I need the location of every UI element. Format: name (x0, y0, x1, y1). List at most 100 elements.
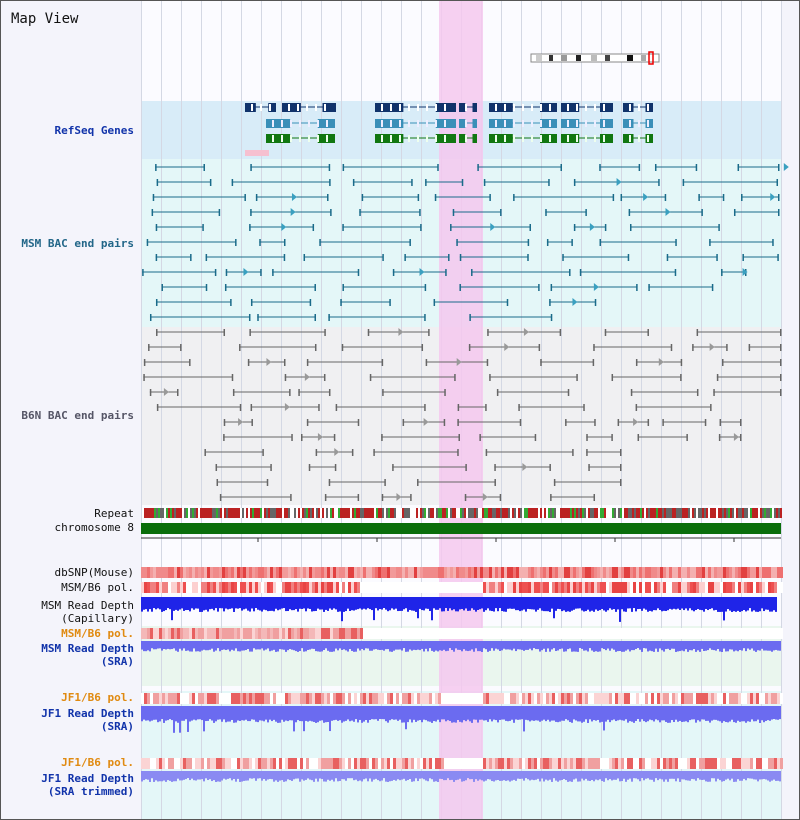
polymorphism-bin (306, 582, 309, 593)
b6n-bac-band (141, 327, 781, 505)
repeat-block (504, 508, 506, 518)
read-depth-bar (233, 641, 235, 651)
polymorphism-bin (702, 758, 705, 769)
read-depth-bar (271, 597, 273, 611)
polymorphism-bin (270, 693, 273, 704)
polymorphism-bin (567, 567, 570, 578)
read-depth-bar (209, 771, 211, 780)
read-depth-bar (711, 771, 713, 779)
polymorphism-bin (750, 758, 753, 769)
repeat-block (594, 508, 596, 518)
polymorphism-bin (381, 582, 384, 593)
msm-depth-sra-line1: MSM Read Depth (41, 642, 134, 655)
polymorphism-bin (762, 628, 765, 639)
repeat-block (422, 508, 424, 518)
repeat-block (512, 508, 514, 518)
read-depth-bar (307, 641, 309, 650)
read-depth-bar (541, 771, 543, 779)
polymorphism-bin (300, 693, 303, 704)
read-depth-bar (257, 771, 259, 779)
bac-end-tick (428, 329, 430, 336)
polymorphism-bin (606, 693, 609, 704)
read-depth-bar (739, 641, 741, 651)
read-depth-bar (197, 771, 199, 780)
bac-end-tick (373, 449, 375, 456)
polymorphism-bin (696, 693, 699, 704)
polymorphism-bin (618, 628, 621, 639)
read-depth-bar (691, 706, 693, 720)
polymorphism-bin (366, 693, 369, 704)
read-depth-bar (587, 641, 589, 652)
read-depth-bar (417, 597, 419, 619)
read-depth-bar (537, 641, 539, 650)
polymorphism-bin (357, 567, 360, 578)
polymorphism-bin (216, 582, 219, 593)
read-depth-bar (563, 771, 565, 780)
read-depth-bar (435, 597, 437, 610)
refseq-genes-label[interactable]: RefSeq Genes (54, 124, 134, 137)
repeat-block (312, 508, 314, 518)
bac-end-tick (335, 404, 338, 411)
read-depth-bar (561, 771, 563, 780)
polymorphism-bin (516, 567, 519, 578)
repeat-block (754, 508, 756, 518)
polymorphism-bin (300, 567, 303, 578)
polymorphism-bin (255, 693, 258, 704)
read-depth-bar (691, 641, 693, 651)
polymorphism-bin (558, 628, 561, 639)
read-depth-bar (615, 771, 617, 780)
read-depth-bar (539, 597, 541, 609)
polymorphism-bin (438, 628, 441, 639)
b6n-bac-label[interactable]: B6N BAC end pairs (21, 409, 134, 422)
polymorphism-bin (402, 693, 405, 704)
read-depth-bar (373, 597, 375, 621)
read-depth-bar (717, 641, 719, 650)
read-depth-bar (141, 597, 143, 612)
polymorphism-bin (660, 628, 663, 639)
repeat-block (404, 508, 406, 518)
polymorphism-bin (216, 758, 219, 769)
repeat-block (636, 508, 638, 518)
read-depth-bar (323, 706, 325, 723)
bac-end-tick (424, 404, 426, 411)
read-depth-bar (565, 771, 567, 781)
read-depth-bar (689, 597, 691, 609)
polymorphism-bin (609, 628, 612, 639)
read-depth-bar (767, 597, 769, 610)
read-depth-bar (177, 597, 179, 611)
bac-end-tick (593, 344, 595, 351)
read-depth-bar (251, 771, 253, 779)
bac-end-tick (635, 359, 638, 366)
read-depth-bar (295, 771, 297, 779)
bac-arrow (419, 268, 425, 276)
read-depth-bar (705, 641, 707, 651)
read-depth-bar (753, 597, 755, 611)
polymorphism-bin (144, 758, 147, 769)
polymorphism-bin (306, 693, 309, 704)
read-depth-bar (271, 771, 273, 780)
read-depth-bar (385, 641, 387, 650)
polymorphism-bin (372, 582, 375, 593)
read-depth-bar (451, 597, 453, 611)
bac-end-tick (560, 164, 562, 171)
read-depth-bar (161, 641, 163, 651)
read-depth-bar (673, 641, 675, 649)
read-depth-bar (641, 706, 643, 720)
msm-bac-label[interactable]: MSM BAC end pairs (21, 237, 134, 250)
bac-end-tick (459, 284, 461, 291)
read-depth-bar (453, 597, 455, 610)
polymorphism-bin (231, 693, 234, 704)
polymorphism-bin (366, 582, 369, 593)
polymorphism-bin (702, 628, 705, 639)
polymorphism-bin (462, 628, 465, 639)
read-depth-bar (331, 706, 333, 721)
gene-exon-mark (251, 104, 253, 111)
read-depth-bar (605, 771, 607, 779)
bac-end-tick (239, 344, 241, 351)
polymorphism-bin (414, 693, 417, 704)
polymorphism-bin (507, 567, 510, 578)
bac-arrow (522, 463, 528, 471)
read-depth-bar (493, 597, 495, 612)
read-depth-bar (517, 771, 519, 779)
bac-end-tick (711, 284, 714, 291)
